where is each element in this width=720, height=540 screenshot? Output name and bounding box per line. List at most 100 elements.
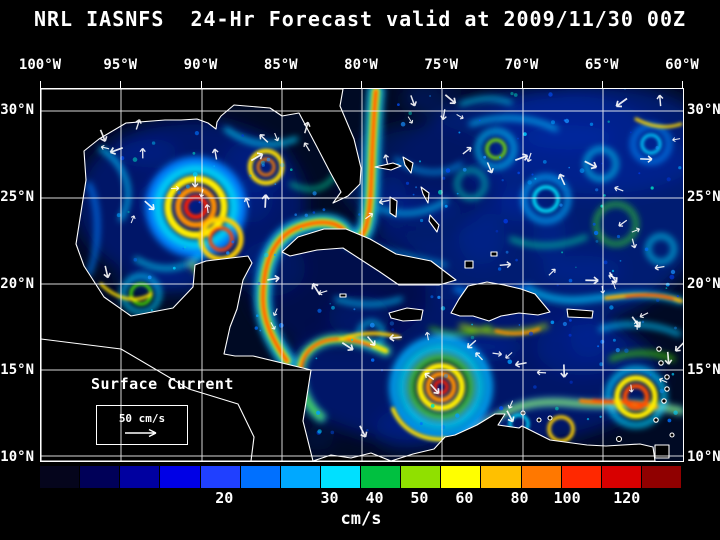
colorbar-segment — [441, 466, 481, 488]
vector-arrow-icon — [526, 152, 532, 163]
lon-tick-mark — [441, 81, 443, 88]
vector-arrow-icon — [618, 219, 628, 227]
lon-axis: 100°W 95°W 90°W 85°W 80°W 75°W 70°W 65°W 60°W — [19, 57, 699, 88]
colorbar-segment — [280, 466, 320, 488]
map-frame: Surface Current 50 cm/s — [40, 88, 684, 462]
vector-arrow-icon — [261, 194, 270, 208]
colorbar-segment — [320, 466, 360, 488]
colorbar-tick-label: 40 — [365, 489, 384, 507]
lon-tick-mark — [200, 81, 202, 88]
vector-arrow-icon — [444, 94, 457, 105]
vector-arrow-icon — [318, 289, 328, 296]
vector-arrow-icon — [429, 383, 440, 395]
vector-arrow-icon — [506, 410, 515, 423]
vector-arrow-icon — [600, 285, 606, 294]
trinidad-land — [654, 444, 670, 459]
colorbar-unit-label: cm/s — [340, 509, 382, 529]
vector-arrow-icon — [640, 155, 653, 163]
colorbar-segment — [641, 466, 681, 488]
lat-tick-label: 20°N — [0, 275, 34, 292]
jamaica-land — [388, 307, 424, 322]
scale-arrow-icon — [125, 428, 157, 438]
vector-arrow-icon — [440, 109, 447, 121]
colorbar-segment — [361, 466, 401, 488]
colorbar-labels: 20 30 40 50 60 80 100 120 — [40, 489, 682, 507]
vector-arrow-icon — [100, 144, 110, 150]
vector-arrow-icon — [303, 142, 311, 152]
vector-arrow-icon — [109, 146, 124, 155]
vector-arrow-icon — [274, 132, 280, 142]
vector-arrow-icon — [424, 372, 435, 381]
hispaniola-land — [450, 281, 551, 322]
vector-arrow-icon — [507, 400, 514, 409]
lat-axis-right: 30°N 25°N 20°N 15°N 10°N — [687, 88, 720, 464]
colorbar-tick-label: 50 — [410, 489, 429, 507]
vector-arrow-icon — [383, 154, 389, 164]
vector-arrow-icon — [492, 351, 503, 357]
vector-arrow-icon — [359, 425, 368, 438]
vector-arrow-icon — [585, 276, 599, 285]
field-speckles — [102, 89, 682, 435]
vector-arrow-icon — [615, 97, 628, 108]
colorbar-tick-label: 100 — [553, 489, 581, 507]
vector-arrow-icon — [629, 384, 634, 393]
lat-tick-label: 15°N — [687, 362, 720, 379]
vector-arrow-icon — [466, 339, 477, 349]
surface-current-label: Surface Current — [91, 375, 234, 393]
puerto-rico-land — [566, 308, 594, 319]
vector-arrow-icon — [99, 129, 108, 143]
colorbar-tick-label: 20 — [215, 489, 234, 507]
vector-arrow-icon — [674, 341, 683, 352]
vector-arrow-icon — [505, 351, 513, 359]
vector-arrow-icon — [267, 274, 280, 283]
lon-tick-label: 95°W — [103, 57, 138, 73]
vector-arrow-icon — [365, 212, 374, 220]
vector-arrow-icon — [144, 200, 155, 211]
vector-arrow-icon — [191, 176, 199, 188]
vector-arrow-icon — [584, 160, 598, 170]
vector-arrow-icon — [499, 261, 512, 269]
colorbar-segment — [240, 466, 280, 488]
lon-tick-mark — [40, 81, 41, 88]
vector-arrow-icon — [631, 316, 641, 328]
lat-tick-label: 25°N — [0, 189, 34, 206]
lat-tick-label: 30°N — [0, 102, 34, 119]
colorbar — [40, 466, 682, 488]
colorbar-segment — [601, 466, 641, 488]
page-title: NRL IASNFS 24-Hr Forecast valid at 2009/… — [33, 7, 687, 31]
vector-arrow-icon — [341, 342, 354, 352]
lon-tick-label: 65°W — [584, 57, 619, 73]
lon-tick-mark — [120, 81, 122, 88]
vector-arrow-icon — [270, 322, 276, 330]
vector-arrow-icon — [560, 364, 569, 378]
vector-arrow-icon — [272, 308, 278, 316]
vector-arrow-icon — [486, 162, 494, 174]
lon-tick-label: 90°W — [183, 57, 218, 73]
vector-arrow-icon — [303, 121, 311, 134]
vector-arrow-icon — [424, 331, 430, 341]
lon-tick-mark — [280, 81, 282, 88]
lon-tick-mark — [682, 81, 683, 88]
colorbar-segment — [200, 466, 240, 488]
vector-arrow-icon — [204, 204, 211, 214]
colorbar-segment — [401, 466, 441, 488]
current-vector-arrows — [99, 94, 683, 438]
vector-arrow-icon — [130, 215, 136, 224]
scale-value-label: 50 cm/s — [118, 412, 166, 425]
pacific-coastline — [41, 338, 255, 461]
vector-arrow-icon — [658, 377, 668, 383]
vector-arrow-icon — [250, 152, 264, 162]
vector-arrow-icon — [456, 113, 464, 120]
latlon-grid — [41, 89, 683, 461]
lon-tick-mark — [601, 81, 603, 88]
vector-arrow-icon — [243, 197, 250, 208]
vector-arrow-icon — [656, 94, 664, 107]
lat-tick-label: 15°N — [0, 362, 34, 379]
vector-arrow-icon — [366, 336, 376, 347]
ocean-current-field — [41, 89, 683, 461]
colorbar-segment — [521, 466, 561, 488]
colorbar-segment — [40, 466, 80, 488]
vector-arrow-icon — [211, 148, 219, 160]
vector-arrow-icon — [557, 173, 566, 186]
vector-arrow-icon — [475, 352, 483, 361]
